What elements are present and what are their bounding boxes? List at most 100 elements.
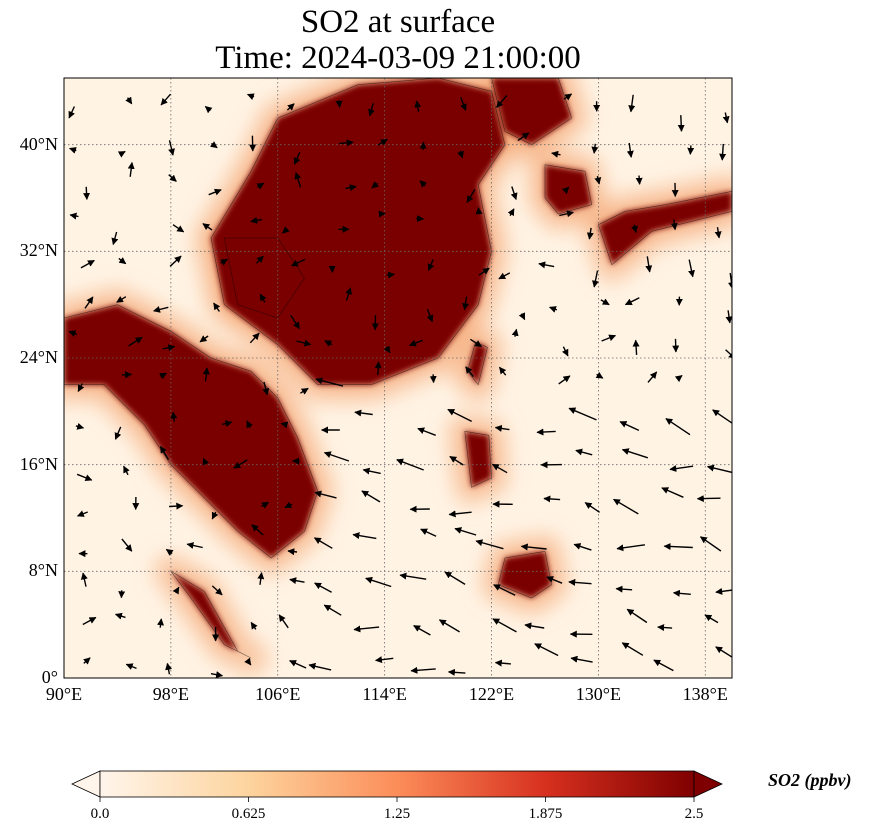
wind-vector bbox=[256, 182, 265, 190]
wind-vector bbox=[408, 339, 423, 347]
coastline-north-china-plain bbox=[210, 78, 506, 386]
wind-vector bbox=[246, 420, 253, 429]
wind-vector bbox=[399, 572, 427, 580]
wind-vector bbox=[82, 616, 97, 626]
wind-vector bbox=[300, 387, 309, 395]
wind-vector bbox=[162, 344, 176, 352]
wind-vector bbox=[494, 659, 511, 667]
wind-vector bbox=[259, 293, 267, 303]
wind-vector bbox=[696, 495, 721, 503]
coastline-sichuan-basin bbox=[223, 237, 305, 319]
lat-tick-label: 16°N bbox=[19, 453, 58, 474]
colorbar-min-extension bbox=[71, 770, 101, 798]
wind-vector bbox=[715, 646, 732, 658]
wind-vector bbox=[498, 366, 507, 376]
wind-vector bbox=[558, 375, 571, 385]
wind-vector bbox=[262, 381, 270, 396]
wind-vector bbox=[447, 408, 473, 423]
wind-vector bbox=[280, 421, 289, 429]
wind-vector bbox=[626, 608, 648, 624]
lat-tick-label: 0° bbox=[41, 667, 58, 687]
wind-vector bbox=[345, 287, 352, 301]
wind-vector bbox=[687, 145, 695, 155]
wind-vector bbox=[570, 655, 593, 663]
wind-vector bbox=[714, 227, 722, 239]
wind-vector bbox=[125, 96, 133, 105]
wind-vector bbox=[632, 339, 640, 355]
wind-vector bbox=[296, 339, 312, 347]
wind-vector bbox=[491, 463, 508, 474]
wind-vector bbox=[261, 501, 270, 509]
wind-vector bbox=[202, 223, 213, 231]
wind-vector bbox=[601, 334, 617, 342]
wind-vector bbox=[313, 537, 333, 549]
wind-vector bbox=[536, 428, 556, 436]
wind-vector bbox=[251, 524, 264, 536]
wind-vector bbox=[375, 656, 394, 664]
so2-region-japan-south bbox=[598, 191, 732, 265]
wind-vector bbox=[324, 340, 333, 347]
wind-vector bbox=[426, 308, 434, 323]
wind-vector bbox=[80, 259, 95, 269]
wind-vector bbox=[561, 186, 570, 195]
wind-vector bbox=[383, 345, 391, 354]
wind-vector bbox=[210, 671, 224, 678]
wind-vector bbox=[286, 103, 295, 111]
wind-vector bbox=[211, 511, 219, 520]
wind-vector bbox=[323, 604, 342, 616]
so2-region-indochina bbox=[64, 304, 318, 558]
wind-vector bbox=[462, 296, 470, 311]
wind-vector bbox=[575, 448, 593, 456]
wind-vector bbox=[362, 467, 381, 475]
wind-vector bbox=[621, 642, 644, 656]
wind-vector bbox=[466, 189, 476, 204]
wind-vector bbox=[561, 346, 569, 357]
wind-vector bbox=[511, 328, 519, 337]
wind-vector bbox=[159, 372, 167, 380]
coastline-korea bbox=[544, 164, 593, 215]
wind-vector bbox=[244, 657, 252, 666]
wind-vector bbox=[584, 502, 600, 513]
wind-vector bbox=[478, 267, 490, 276]
lat-tick-label: 8°N bbox=[28, 560, 58, 581]
wind-vector bbox=[457, 150, 464, 159]
wind-vector bbox=[725, 310, 732, 324]
colorbar-tick-label: 1.875 bbox=[528, 806, 563, 822]
wind-vector bbox=[645, 256, 653, 273]
wind-vector bbox=[677, 115, 685, 132]
coastline-taiwan bbox=[467, 341, 488, 386]
map-time: Time: 2024-03-09 21:00:00 bbox=[215, 40, 581, 76]
wind-vector bbox=[725, 349, 732, 360]
wind-vector bbox=[170, 411, 178, 422]
wind-vector bbox=[507, 208, 515, 217]
wind-vector bbox=[165, 662, 172, 675]
wind-vector bbox=[669, 465, 694, 473]
wind-vector bbox=[498, 272, 511, 280]
wind-vector bbox=[117, 150, 126, 158]
wind-vector bbox=[494, 424, 510, 432]
lon-tick-label: 90°E bbox=[45, 684, 83, 704]
wind-vector bbox=[116, 296, 127, 303]
wind-vector bbox=[221, 420, 233, 428]
lon-tick-label: 114°E bbox=[362, 684, 407, 704]
wind-vector bbox=[204, 105, 213, 114]
colorbar-tick-label: 2.5 bbox=[684, 806, 704, 822]
wind-vector bbox=[688, 259, 695, 278]
wind-vector bbox=[413, 624, 431, 636]
wind-vector bbox=[586, 227, 594, 240]
so2-region-malay-peninsula bbox=[170, 571, 251, 658]
wind-vector bbox=[396, 458, 424, 471]
wind-vector bbox=[69, 212, 79, 220]
wind-vector bbox=[159, 445, 170, 460]
wind-vector bbox=[345, 184, 357, 192]
wind-vector bbox=[220, 258, 228, 266]
wind-vector bbox=[592, 270, 599, 288]
wind-vector bbox=[427, 259, 435, 272]
wind-vector bbox=[551, 150, 561, 158]
coastline-japan-south bbox=[598, 190, 732, 266]
wind-vector bbox=[386, 271, 396, 279]
wind-vector bbox=[172, 586, 180, 595]
wind-vector bbox=[233, 459, 248, 469]
